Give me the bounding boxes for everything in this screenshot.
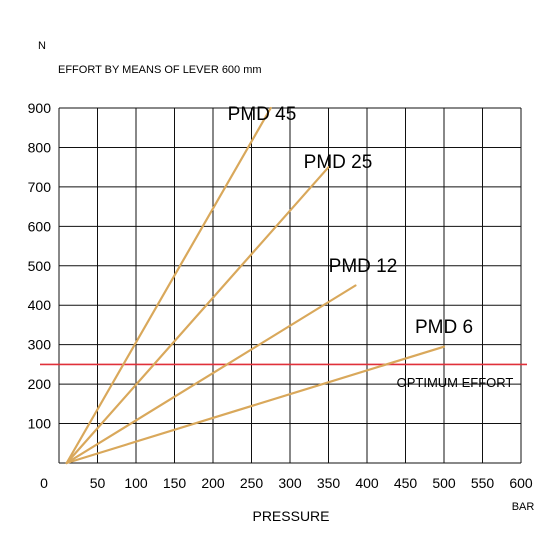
y-tick-label: 800 (28, 139, 52, 155)
x-tick-label: 350 (317, 475, 341, 491)
series-label: PMD 12 (329, 256, 398, 277)
series-label: PMD 25 (304, 152, 373, 173)
series-line (65, 166, 330, 465)
x-tick-label: 150 (163, 475, 187, 491)
x-tick-label: 450 (394, 475, 418, 491)
x-tick-label: 50 (90, 475, 106, 491)
y-unit-label: N (38, 40, 46, 52)
series-line (65, 345, 446, 465)
x-tick-label: 600 (509, 475, 533, 491)
x-axis-title: PRESSURE (252, 508, 329, 524)
y-tick-label: 500 (28, 258, 52, 274)
x-unit-label: BAR (512, 501, 535, 513)
optimum-effort-label: OPTIMUM EFFORT (397, 375, 514, 390)
series-line (65, 106, 272, 465)
y-tick-label: 200 (28, 376, 52, 392)
series-line (65, 284, 357, 465)
series-label: PMD 6 (415, 317, 473, 338)
x-tick-label: 100 (124, 475, 148, 491)
x-tick-label: 400 (355, 475, 379, 491)
y-tick-label: 900 (28, 100, 52, 116)
y-tick-label: 600 (28, 218, 52, 234)
x-tick-label: 500 (432, 475, 456, 491)
y-tick-label: 700 (28, 179, 52, 195)
y-tick-label: 100 (28, 416, 52, 432)
y-tick-label: 400 (28, 297, 52, 313)
grid (58, 107, 522, 464)
series-label: PMD 45 (228, 104, 297, 125)
x-tick-label: 200 (201, 475, 225, 491)
x-tick-label: 250 (240, 475, 264, 491)
y-axis-title: EFFORT BY MEANS OF LEVER 600 mm (58, 64, 262, 76)
chart-labels: N EFFORT BY MEANS OF LEVER 600 mm PRESSU… (28, 40, 535, 524)
y-tick-label: 300 (28, 337, 52, 353)
x-tick-label: 550 (471, 475, 495, 491)
series-lines (40, 106, 527, 465)
x-tick-label: 0 (40, 475, 48, 491)
x-tick-label: 300 (278, 475, 302, 491)
